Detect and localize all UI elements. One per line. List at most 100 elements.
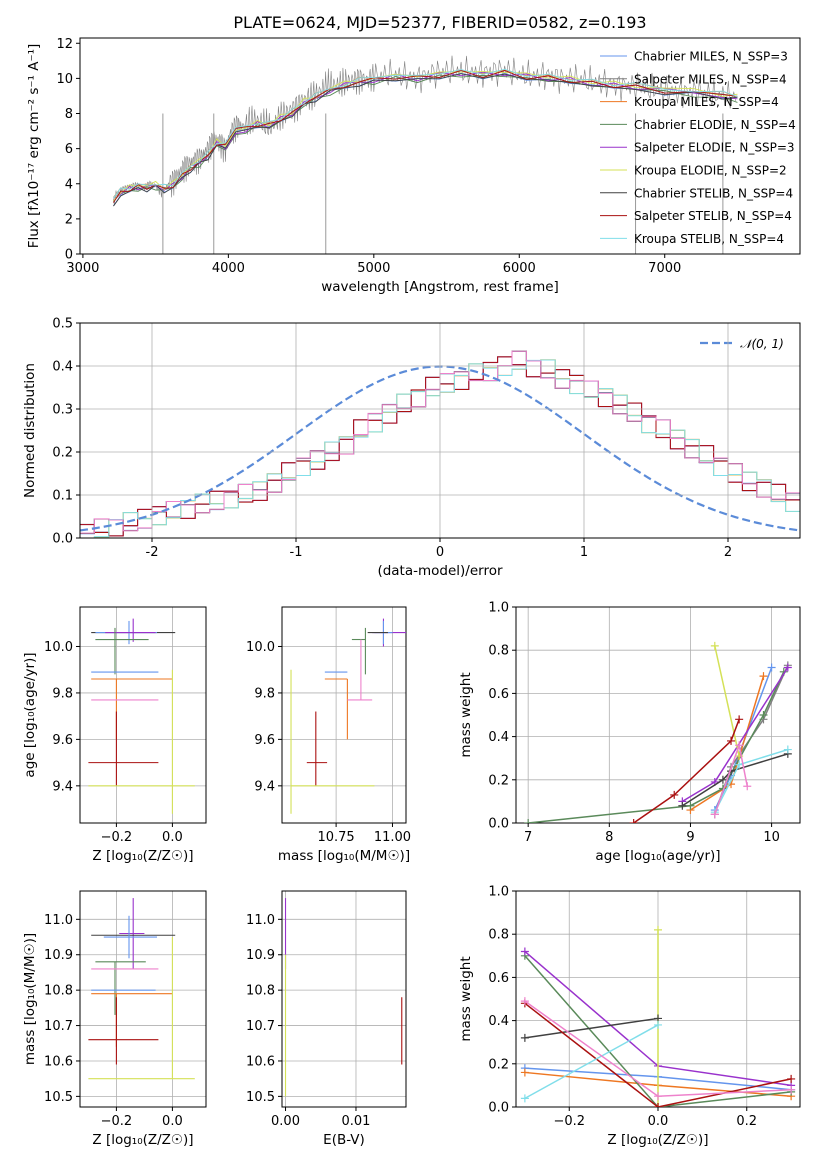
y-tick-label: 8 <box>65 107 73 122</box>
axes-frame <box>281 606 407 824</box>
axes-frame <box>79 890 207 1108</box>
series-marker <box>759 711 768 719</box>
x-tick-label: 0.00 <box>271 1114 300 1129</box>
y-tick-label: 0.4 <box>488 1014 509 1029</box>
y-tick-label: 0.0 <box>488 817 509 832</box>
model-line <box>113 68 738 199</box>
x-tick-label: 11.00 <box>374 830 411 845</box>
y-tick-label: 10.6 <box>44 1054 73 1069</box>
y-tick-label: 0.5 <box>52 317 73 332</box>
x-axis-label: Z [log₁₀(Z/Z☉)] <box>92 848 193 864</box>
y-tick-label: 1.0 <box>488 601 509 616</box>
series-marker <box>678 801 687 810</box>
y-tick-label: 4 <box>65 177 73 192</box>
x-tick-label: 8 <box>605 830 613 845</box>
series-line <box>714 645 740 757</box>
y-tick-label: 10.8 <box>44 984 73 999</box>
y-axis-label: mass [log₁₀(M/M☉)] <box>22 933 38 1065</box>
y-tick-label: 9.8 <box>254 686 275 701</box>
series-marker <box>654 1092 662 1101</box>
series-marker <box>520 1094 529 1103</box>
y-tick-label: 0 <box>65 248 73 263</box>
series-line <box>633 719 740 823</box>
y-axis-label: Flux [fλ10⁻¹⁷ erg cm⁻² s⁻¹ A⁻¹] <box>26 44 42 249</box>
y-tick-label: 0.6 <box>488 971 509 986</box>
x-tick-label: 10 <box>763 830 780 845</box>
histogram-step <box>80 350 800 538</box>
series-marker <box>787 1074 796 1083</box>
y-tick-label: 9.4 <box>52 779 73 794</box>
plot-area <box>113 55 738 254</box>
series-marker <box>520 1033 529 1042</box>
histogram-step <box>80 350 800 538</box>
series-marker <box>783 663 792 672</box>
series-marker <box>520 947 529 956</box>
y-tick-label: 10.6 <box>246 1054 275 1069</box>
panel-mass-vs-EBV: 0.00 0.01 10.5 10.6 10.7 10.8 10.9 11.0 E(B-V) <box>246 890 407 1148</box>
panel-residuals: 𝒩(0, 1) -2 -1 0 1 2 0.0 0.1 0.2 0.3 0.4 0.5 (data-mo… <box>22 317 801 579</box>
x-tick-label: 2 <box>724 545 732 560</box>
legend-entry: Salpeter MILES, N_SSP=4 <box>634 72 787 86</box>
y-tick-label: 10.5 <box>44 1090 73 1105</box>
x-tick-label: 7 <box>524 830 532 845</box>
axes-frame <box>281 890 407 1108</box>
legend-entry: Chabrier ELODIE, N_SSP=4 <box>634 118 796 132</box>
series-marker <box>654 1103 662 1107</box>
series-marker <box>735 715 744 724</box>
series-marker <box>520 1068 529 1077</box>
y-tick-label: 10.0 <box>44 640 73 655</box>
y-tick-label: 10 <box>56 72 73 87</box>
points <box>88 618 195 814</box>
series-marker <box>743 782 752 791</box>
points <box>284 898 403 1097</box>
series-marker <box>727 736 736 745</box>
series-marker <box>787 1085 796 1094</box>
x-axis-label: age [log₁₀(age/yr)] <box>595 848 720 864</box>
x-axis-label: mass [log₁₀(M/M☉)] <box>278 848 410 864</box>
x-tick-label: 0 <box>436 545 444 560</box>
y-tick-label: 11.0 <box>44 913 73 928</box>
x-tick-label: −0.2 <box>101 830 133 845</box>
x-tick-label: 0.2 <box>736 1114 757 1129</box>
model-line <box>113 74 738 202</box>
x-tick-label: 0.0 <box>648 1114 669 1129</box>
y-tick-label: 9.6 <box>52 733 73 748</box>
series-marker <box>670 790 679 799</box>
lines <box>520 925 796 1107</box>
series-line <box>681 753 789 807</box>
x-tick-label: 10.75 <box>317 830 354 845</box>
x-tick-label: -2 <box>146 545 159 560</box>
x-tick-label: 7000 <box>648 261 681 276</box>
legend-entry: Chabrier MILES, N_SSP=3 <box>634 50 788 64</box>
y-tick-label: 0.3 <box>52 403 73 418</box>
y-tick-label: 10.7 <box>44 1019 73 1034</box>
legend-entry: 𝒩(0, 1) <box>740 337 784 351</box>
x-axis-label: (data-model)/error <box>377 563 503 579</box>
x-tick-label: 1 <box>580 545 588 560</box>
panel-mass-weight-vs-Z: −0.2 0.0 0.2 0.0 0.2 0.4 0.6 0.8 1.0 Z [log₁₀(Z/Z… <box>458 885 801 1148</box>
x-tick-label: 3000 <box>66 261 99 276</box>
histogram-step <box>80 359 800 538</box>
y-tick-label: 9.6 <box>254 733 275 748</box>
model-line <box>113 70 738 203</box>
axes-frame <box>79 37 801 255</box>
lines <box>524 641 792 823</box>
series-marker <box>710 641 719 650</box>
legend-entry: Kroupa ELODIE, N_SSP=2 <box>634 164 787 178</box>
x-axis-label: wavelength [Angstrom, rest frame] <box>321 279 559 295</box>
x-tick-label: −0.2 <box>101 1114 133 1129</box>
y-tick-label: 10.8 <box>246 984 275 999</box>
series-marker <box>654 925 662 934</box>
series-marker <box>654 1020 662 1029</box>
histogram-step <box>80 356 800 538</box>
series-marker <box>524 819 533 823</box>
figure-title: PLATE=0624, MJD=52377, FIBERID=0582, z=0… <box>233 13 646 32</box>
x-axis-label: E(B-V) <box>323 1132 365 1148</box>
panel-age-vs-Z: −0.2 0.0 9.4 9.6 9.8 10.0 Z [log₁₀(Z/Z☉)] age [… <box>22 606 207 864</box>
x-tick-label: 0.0 <box>162 830 183 845</box>
series-marker <box>686 801 695 810</box>
model-line <box>113 71 738 201</box>
legend-entry: Chabrier STELIB, N_SSP=4 <box>634 186 793 200</box>
series-line <box>524 1002 792 1107</box>
panel-mass-weight-vs-age: 7 8 9 10 0.0 0.2 0.4 0.6 0.8 1.0 age [log₁₀(age/yr… <box>458 601 801 864</box>
